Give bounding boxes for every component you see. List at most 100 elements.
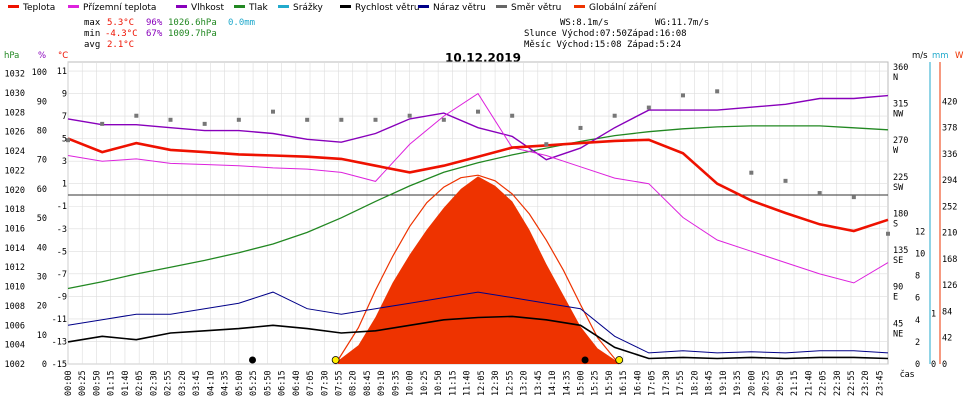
wind-dir-point xyxy=(202,121,207,126)
legend-swatch xyxy=(176,5,187,8)
tick-radiation: 0 xyxy=(942,360,947,370)
tick-time: 05:00 xyxy=(235,370,245,396)
tick-time: 22:55 xyxy=(847,370,857,396)
tick-time: 13:20 xyxy=(520,370,530,396)
tick-time: 05:50 xyxy=(263,370,273,396)
wind-dir-point xyxy=(578,125,583,130)
wind-dir-point xyxy=(305,117,310,122)
tick-humidity: 80 xyxy=(37,127,47,137)
tick-wind-ms: 2 xyxy=(915,338,920,348)
tick-temp: -11 xyxy=(52,315,67,325)
tick-time: 23:45 xyxy=(875,370,885,396)
max-temp: 5.3°C xyxy=(107,18,134,28)
tick-wind-dir-value: 135 xyxy=(893,246,908,256)
wind-dir-point xyxy=(715,89,720,94)
tick-temp: -1 xyxy=(57,202,67,212)
tick-radiation: 168 xyxy=(942,255,957,265)
legend-label: Náraz větru xyxy=(433,3,486,13)
tick-wind-ms: 12 xyxy=(915,227,925,237)
tick-temp: -15 xyxy=(52,360,67,370)
tick-time: 15:50 xyxy=(605,370,615,396)
tick-time: 20:00 xyxy=(747,370,757,396)
min-pressure: 1009.7hPa xyxy=(168,29,217,39)
unit-hpa: hPa xyxy=(4,51,19,61)
tick-time: 12:05 xyxy=(477,370,487,396)
tick-pressure: 1012 xyxy=(5,263,25,273)
tick-radiation: 378 xyxy=(942,124,957,134)
unit-w: W xyxy=(955,51,964,61)
tick-time: 00:50 xyxy=(92,370,102,396)
tick-time: 10:00 xyxy=(406,370,416,396)
wind-gust-info: WG:11.7m/s xyxy=(655,18,709,28)
min-label: min xyxy=(84,29,100,39)
tick-pressure: 1030 xyxy=(5,89,25,99)
moon-rise-info: Měsíc Východ:15:08 xyxy=(524,40,622,50)
tick-humidity: 50 xyxy=(37,214,47,224)
tick-time: 11:15 xyxy=(448,370,458,396)
tick-radiation: 84 xyxy=(942,307,952,317)
legend-label: Rychlost větru xyxy=(355,3,420,13)
series-wind-gust xyxy=(67,291,889,354)
tick-pressure: 1008 xyxy=(5,302,25,312)
tick-time: 20:25 xyxy=(762,370,772,396)
wind-dir-point xyxy=(851,195,856,200)
tick-temp: -13 xyxy=(52,337,67,347)
tick-time: 12:55 xyxy=(505,370,515,396)
tick-wind-dir-value: 360 xyxy=(893,63,908,73)
wind-dir-point xyxy=(681,93,685,98)
tick-wind-dir-value: 45 xyxy=(893,319,903,329)
tick-wind-dir-value: 180 xyxy=(893,209,908,219)
tick-humidity: 60 xyxy=(37,185,47,195)
tick-humidity: 70 xyxy=(37,156,47,166)
sun-set-info: Západ:16:08 xyxy=(627,29,687,39)
max-pressure: 1026.6hPa xyxy=(168,18,217,28)
tick-wind-ms: 8 xyxy=(915,272,920,282)
unit-mm: mm xyxy=(932,51,949,61)
legend-swatch xyxy=(234,5,245,8)
tick-time: 13:45 xyxy=(534,370,544,396)
wind-dir-point xyxy=(407,113,412,118)
wind-dir-point xyxy=(441,117,446,122)
tick-time: 06:15 xyxy=(278,370,288,396)
wind-dir-point xyxy=(168,117,173,122)
tick-time: 19:35 xyxy=(733,370,743,396)
wind-dir-point xyxy=(646,105,651,110)
tick-pressure: 1020 xyxy=(5,186,25,196)
tick-temp: 7 xyxy=(62,112,67,122)
tick-wind-dir-label: SE xyxy=(893,256,903,266)
tick-wind-dir-value: 90 xyxy=(893,283,903,293)
min-humidity: 67% xyxy=(146,29,163,39)
legend-label: Srážky xyxy=(293,3,324,13)
legend-swatch xyxy=(574,5,585,8)
legend-label: Směr větru xyxy=(511,3,561,13)
tick-radiation: 336 xyxy=(942,150,957,160)
wind-dir-point xyxy=(783,178,788,183)
wind-speed-info: WS:8.1m/s xyxy=(560,18,609,28)
legend-label: Globální záření xyxy=(589,3,657,13)
tick-temp: 1 xyxy=(62,180,67,190)
tick-wind-dir-label: NE xyxy=(893,329,903,339)
moonset-marker xyxy=(249,356,256,364)
tick-temp: 11 xyxy=(57,67,67,77)
tick-time: 17:05 xyxy=(648,370,658,396)
wind-dir-point xyxy=(271,109,275,114)
tick-time: 16:15 xyxy=(619,370,629,396)
tick-humidity: 20 xyxy=(37,302,47,312)
tick-time: 02:30 xyxy=(149,370,159,396)
wind-dir-point xyxy=(236,117,241,122)
tick-time: 21:15 xyxy=(790,370,800,396)
tick-rain: 0 xyxy=(931,360,936,370)
tick-time: 16:40 xyxy=(633,370,643,396)
tick-time: 03:45 xyxy=(192,370,202,396)
min-temp: -4.3°C xyxy=(105,29,138,39)
tick-temp: -7 xyxy=(57,270,67,280)
tick-time: 02:05 xyxy=(135,370,145,396)
unit-pct: % xyxy=(38,51,46,61)
legend-swatch xyxy=(496,5,507,8)
legend: Teplota Přízemní teplota Vlhkost Tlak Srážky… xyxy=(8,3,657,13)
tick-time: 17:30 xyxy=(662,370,672,396)
tick-time: 22:05 xyxy=(819,370,829,396)
series-humidity xyxy=(67,94,889,161)
moon-set-info: Západ:5:24 xyxy=(627,40,681,50)
